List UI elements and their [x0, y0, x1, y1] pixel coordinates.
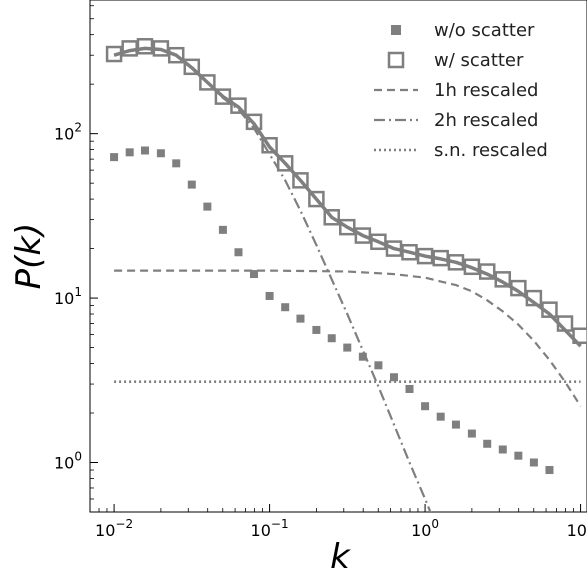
data-point — [105, 45, 123, 63]
data-point — [556, 315, 574, 332]
data-point — [436, 412, 445, 421]
data-point — [140, 146, 149, 155]
data-point — [199, 74, 216, 91]
data-point — [296, 314, 305, 323]
data-point — [183, 58, 201, 76]
y-tick-label: 100 — [54, 450, 82, 473]
data-point — [250, 270, 259, 279]
data-point — [421, 402, 430, 411]
data-point — [432, 249, 449, 267]
series-layer — [105, 38, 587, 512]
data-point — [312, 325, 321, 334]
x-tick-label: 100 — [411, 517, 439, 540]
data-point — [447, 254, 465, 271]
data-point — [572, 327, 587, 345]
legend-label: 2h rescaled — [434, 110, 538, 131]
data-point — [343, 343, 352, 352]
data-point — [405, 384, 414, 393]
data-point — [463, 258, 481, 276]
legend-item: s.n. rescaled — [374, 140, 548, 161]
legend-item: 2h rescaled — [374, 110, 538, 131]
data-point — [545, 466, 554, 475]
data-point — [308, 190, 325, 208]
legend: w/o scatter w/ scatter 1h rescaled 2h resca… — [374, 20, 548, 161]
legend-label: w/o scatter — [434, 20, 535, 41]
series-2h-rescaled — [113, 47, 432, 512]
data-point — [401, 243, 418, 261]
data-point — [187, 180, 196, 189]
series-line — [113, 46, 582, 348]
data-point — [339, 218, 356, 236]
legend-label: w/ scatter — [434, 50, 524, 71]
data-point — [281, 303, 290, 312]
data-point — [389, 373, 398, 382]
plot-frame — [89, 0, 587, 513]
data-point — [370, 233, 387, 251]
data-point — [110, 153, 119, 162]
data-point — [203, 202, 212, 211]
data-point — [292, 172, 309, 189]
data-point — [245, 113, 263, 131]
legend-swatch — [387, 51, 405, 69]
data-point — [374, 361, 383, 370]
data-point — [416, 247, 434, 265]
x-axis-title: k — [330, 537, 351, 575]
data-point — [125, 148, 134, 157]
data-point — [265, 291, 274, 300]
tick-layer: 10−2 10−1 100 101 100 101 102 — [54, 5, 587, 540]
x-tick-label: 101 — [567, 517, 587, 540]
data-point — [478, 263, 496, 280]
data-point — [261, 137, 278, 154]
legend-swatch — [391, 25, 401, 35]
y-tick-label: 102 — [54, 121, 82, 144]
legend-item: w/o scatter — [391, 20, 535, 41]
series-w-scatter — [105, 38, 587, 345]
data-point — [451, 420, 460, 429]
y-axis-title-group: P(k) — [9, 223, 49, 290]
data-point — [136, 38, 154, 55]
data-point — [494, 271, 512, 288]
data-point — [214, 88, 232, 105]
data-point — [152, 40, 170, 57]
x-tick-label: 10−1 — [251, 517, 289, 540]
data-point — [514, 451, 523, 460]
y-tick-label: 101 — [54, 285, 82, 308]
data-point — [230, 97, 247, 114]
data-point — [276, 155, 294, 172]
legend-item: 1h rescaled — [374, 80, 538, 101]
series-line — [113, 47, 432, 512]
data-point — [172, 159, 181, 168]
data-point — [121, 40, 138, 57]
data-point — [327, 334, 336, 343]
y-axis-title: P(k) — [9, 223, 49, 290]
data-point — [541, 301, 558, 318]
data-point — [234, 248, 243, 257]
data-point — [358, 352, 367, 361]
data-point — [529, 458, 538, 467]
data-point — [218, 225, 227, 234]
data-point — [498, 445, 507, 454]
data-point — [354, 227, 372, 244]
data-point — [510, 279, 527, 297]
series-line — [114, 269, 582, 407]
x-tick-label: 10−2 — [95, 517, 133, 540]
data-point — [525, 289, 543, 307]
data-point — [483, 439, 492, 448]
plot-area — [89, 0, 587, 513]
data-point — [385, 240, 403, 257]
data-point — [156, 149, 165, 158]
series-1h-rescaled — [114, 269, 582, 407]
series-w-o-scatter — [110, 146, 554, 475]
data-point — [467, 429, 476, 438]
data-point — [167, 46, 185, 64]
legend-label: s.n. rescaled — [434, 140, 548, 161]
legend-item: w/ scatter — [387, 50, 524, 71]
data-point — [323, 209, 340, 226]
legend-label: 1h rescaled — [434, 80, 538, 101]
series-total — [113, 46, 582, 348]
